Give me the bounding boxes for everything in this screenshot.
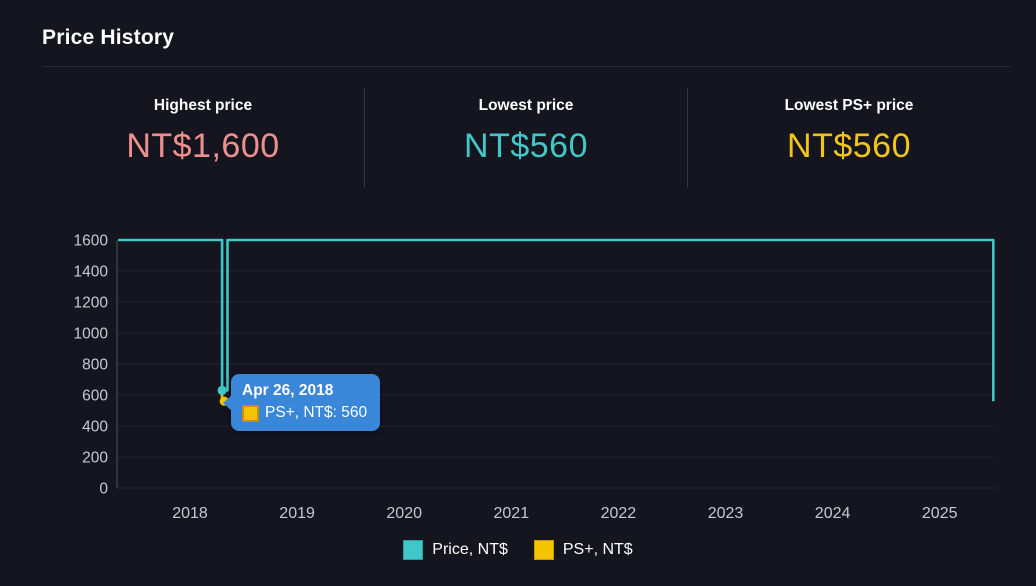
x-axis-labels: 2018 2019 2020 2021 2022 2023 2024 2025 bbox=[172, 505, 957, 522]
svg-text:1600: 1600 bbox=[74, 233, 109, 250]
svg-text:2024: 2024 bbox=[815, 505, 851, 522]
price-point-marker[interactable] bbox=[217, 385, 227, 395]
svg-text:2019: 2019 bbox=[279, 505, 315, 522]
svg-text:1000: 1000 bbox=[74, 326, 109, 343]
y-axis-labels: 0 200 400 600 800 1000 1200 1400 1600 bbox=[74, 233, 109, 498]
svg-text:200: 200 bbox=[82, 450, 108, 467]
stat-label: Lowest price bbox=[478, 97, 574, 114]
legend-item-price[interactable]: Price, NT$ bbox=[403, 540, 508, 560]
y-gridlines bbox=[117, 239, 994, 489]
ps-plus-legend-swatch-icon bbox=[533, 540, 554, 560]
ps-plus-swatch-icon bbox=[242, 404, 259, 422]
svg-text:2023: 2023 bbox=[708, 505, 744, 522]
price-legend-swatch-icon bbox=[403, 540, 424, 560]
svg-text:2025: 2025 bbox=[922, 505, 958, 522]
legend-label: Price, NT$ bbox=[432, 541, 508, 558]
svg-text:1200: 1200 bbox=[74, 295, 109, 312]
stat-label: Lowest PS+ price bbox=[784, 97, 914, 114]
title-divider bbox=[42, 66, 1010, 67]
stat-value: NT$560 bbox=[787, 127, 911, 165]
svg-text:400: 400 bbox=[82, 419, 108, 436]
stat-highest-price: Highest price NT$1,600 bbox=[42, 88, 364, 188]
svg-text:800: 800 bbox=[82, 357, 108, 374]
stat-value: NT$1,600 bbox=[126, 127, 280, 165]
stat-lowest-ps-plus-price: Lowest PS+ price NT$560 bbox=[687, 88, 1010, 188]
svg-text:0: 0 bbox=[99, 481, 108, 498]
stat-lowest-price: Lowest price NT$560 bbox=[364, 88, 687, 188]
legend-item-ps-plus[interactable]: PS+, NT$ bbox=[533, 540, 633, 560]
chart-tooltip: Apr 26, 2018 PS+, NT$: 560 bbox=[222, 374, 381, 431]
stats-row: Highest price NT$1,600 Lowest price NT$5… bbox=[42, 88, 1010, 188]
svg-text:600: 600 bbox=[82, 388, 108, 405]
tooltip-value: PS+, NT$: 560 bbox=[265, 404, 368, 421]
stat-label: Highest price bbox=[153, 97, 253, 114]
svg-text:2018: 2018 bbox=[172, 505, 208, 522]
svg-text:1400: 1400 bbox=[74, 264, 109, 281]
svg-text:2020: 2020 bbox=[386, 505, 422, 522]
chart-legend: Price, NT$ PS+, NT$ bbox=[0, 537, 1036, 563]
tooltip-row: PS+, NT$: 560 bbox=[242, 404, 367, 422]
svg-text:2021: 2021 bbox=[494, 505, 530, 522]
svg-text:2022: 2022 bbox=[601, 505, 637, 522]
legend-label: PS+, NT$ bbox=[562, 541, 633, 558]
stat-value: NT$560 bbox=[464, 127, 588, 165]
tooltip-date: Apr 26, 2018 bbox=[242, 382, 334, 399]
page-title: Price History bbox=[42, 26, 175, 49]
